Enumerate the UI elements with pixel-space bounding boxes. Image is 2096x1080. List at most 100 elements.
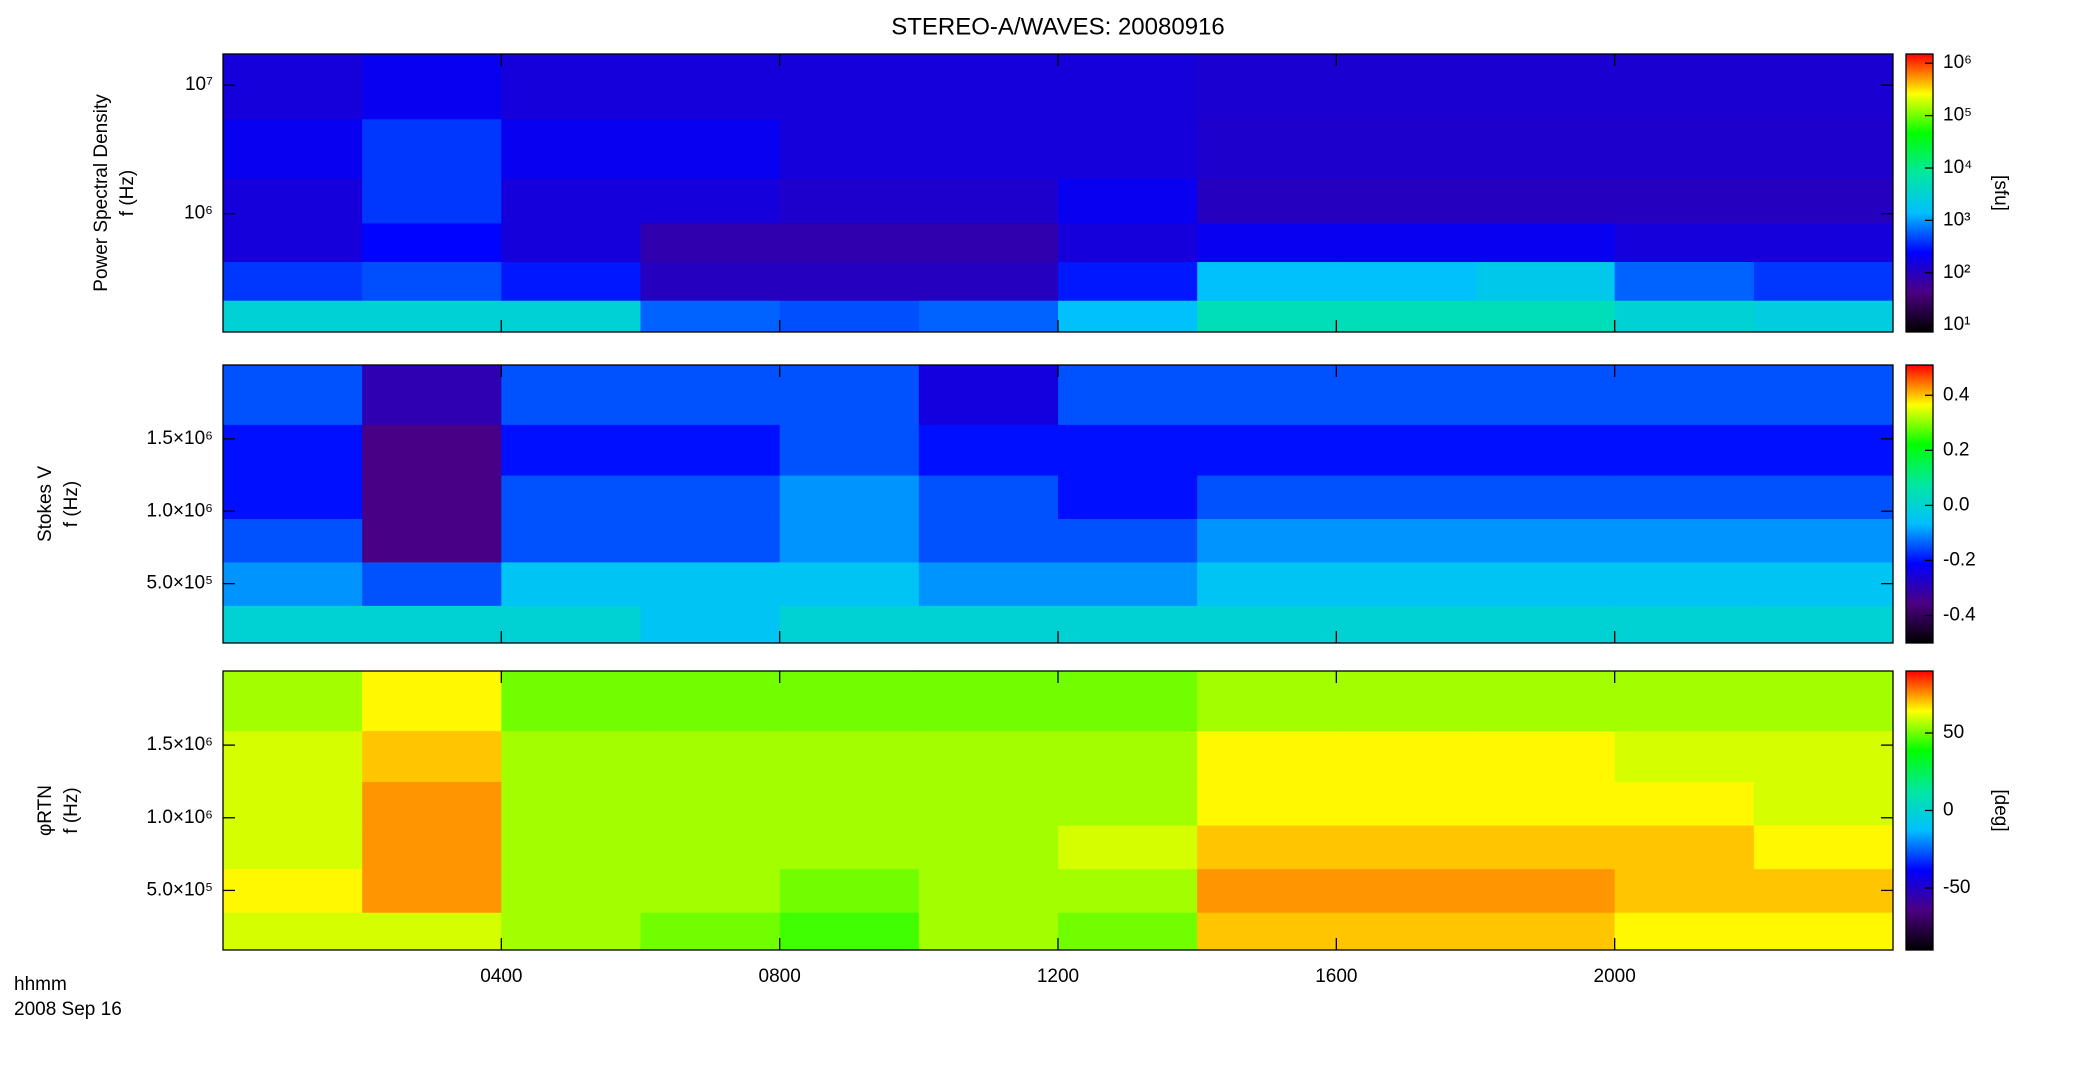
- heatmap-cell: [1336, 730, 1476, 782]
- heatmap-cell: [223, 605, 363, 644]
- colorbar: [1905, 364, 1934, 644]
- heatmap-cell: [1753, 605, 1894, 644]
- heatmap-cell: [1058, 518, 1198, 563]
- y-axis-label: Stokes V: [35, 466, 56, 542]
- colorbar-tick-label: 0.4: [1943, 384, 1970, 405]
- heatmap-cell: [1336, 177, 1476, 224]
- heatmap-cell: [640, 365, 781, 425]
- heatmap-cell: [1336, 605, 1476, 644]
- heatmap-cell: [1336, 518, 1476, 563]
- heatmap-cell: [918, 54, 1059, 120]
- y-tick-label: 1.5×10⁶: [147, 734, 213, 755]
- heatmap-cell: [1336, 222, 1476, 263]
- heatmap-cell: [1336, 475, 1476, 519]
- heatmap-cell: [501, 261, 641, 301]
- heatmap-cell: [1753, 561, 1894, 606]
- date-label: 2008 Sep 16: [14, 999, 122, 1020]
- heatmap-cell: [640, 261, 781, 301]
- colorbar-label: [deg]: [1990, 789, 2011, 831]
- heatmap-cell: [918, 561, 1059, 606]
- heatmap-cell: [1614, 300, 1755, 333]
- heatmap-cell: [1336, 671, 1476, 732]
- heatmap-cell: [1058, 912, 1198, 951]
- heatmap-cell: [1058, 475, 1198, 519]
- heatmap-cell: [1614, 730, 1755, 782]
- heatmap-cell: [1753, 475, 1894, 519]
- heatmap-cell: [779, 54, 920, 120]
- heatmap-cell: [223, 730, 363, 782]
- heatmap-cell: [1475, 261, 1616, 301]
- heatmap-cell: [1614, 561, 1755, 606]
- y-tick-label: 5.0×10⁵: [146, 879, 213, 900]
- heatmap-cell: [362, 365, 502, 425]
- y-axis-label: Power Spectral Density: [91, 94, 112, 292]
- heatmap-cell: [1753, 222, 1894, 263]
- heatmap-cell: [1753, 54, 1894, 120]
- heatmap-cell: [223, 561, 363, 606]
- heatmap-cell: [1336, 781, 1476, 826]
- heatmap-cell: [1058, 261, 1198, 301]
- heatmap-cell: [1475, 868, 1616, 913]
- heatmap-cell: [640, 561, 781, 606]
- colorbar-tick-label: 10³: [1943, 209, 1970, 230]
- colorbar-tick-label: -0.4: [1943, 604, 1976, 625]
- heatmap-cell: [640, 222, 781, 263]
- colorbar-label: [sfu]: [1990, 175, 2011, 211]
- heatmap-cell: [1058, 54, 1198, 120]
- heatmap-cell: [1336, 424, 1476, 476]
- heatmap-cell: [1753, 177, 1894, 224]
- heatmap-cell: [779, 475, 920, 519]
- y-tick-label: 10⁷: [185, 74, 213, 95]
- heatmap-cell: [362, 605, 502, 644]
- heatmap-cell: [1475, 475, 1616, 519]
- x-tick-label: 2000: [1594, 966, 1636, 987]
- heatmap-cell: [1475, 518, 1616, 563]
- time-label: hhmm: [14, 974, 67, 995]
- heatmap-cell: [640, 912, 781, 951]
- y-axis-label: f (Hz): [61, 787, 82, 833]
- heatmap-cell: [1614, 605, 1755, 644]
- heatmap-cell: [1058, 118, 1198, 179]
- heatmap-cell: [362, 518, 502, 563]
- heatmap-cell: [1753, 868, 1894, 913]
- colorbar-tick-label: 0: [1943, 800, 1954, 821]
- heatmap-cell: [779, 868, 920, 913]
- colorbar: [1905, 53, 1934, 333]
- heatmap-cell: [1475, 222, 1616, 263]
- heatmap-cell: [779, 825, 920, 870]
- heatmap-cell: [1336, 261, 1476, 301]
- heatmap-cell: [918, 605, 1059, 644]
- heatmap-cell: [1197, 475, 1337, 519]
- colorbar-tick-label: 0.0: [1943, 494, 1969, 515]
- heatmap-cell: [223, 424, 363, 476]
- heatmap-cell: [362, 671, 502, 732]
- heatmap-cell: [1614, 424, 1755, 476]
- heatmap-cell: [1336, 912, 1476, 951]
- heatmap-cell: [1336, 118, 1476, 179]
- heatmap-cell: [1336, 300, 1476, 333]
- heatmap-cell: [918, 781, 1059, 826]
- heatmap-cell: [918, 300, 1059, 333]
- heatmap-cell: [501, 118, 641, 179]
- heatmap-cell: [1336, 868, 1476, 913]
- heatmap-cell: [918, 730, 1059, 782]
- heatmap-cell: [640, 671, 781, 732]
- heatmap-cell: [1614, 518, 1755, 563]
- heatmap-cell: [1058, 177, 1198, 224]
- heatmap-cell: [1197, 54, 1337, 120]
- heatmap-cell: [779, 365, 920, 425]
- heatmap-cell: [1475, 177, 1616, 224]
- heatmap-cell: [1753, 518, 1894, 563]
- x-tick-label: 1200: [1037, 966, 1079, 987]
- heatmap-cell: [640, 781, 781, 826]
- heatmap-cell: [1336, 561, 1476, 606]
- heatmap-cell: [1753, 118, 1894, 179]
- heatmap-cell: [1336, 365, 1476, 425]
- heatmap-cell: [362, 118, 502, 179]
- heatmap-cell: [1614, 54, 1755, 120]
- heatmap-cell: [1197, 300, 1337, 333]
- y-tick-label: 5.0×10⁵: [146, 573, 213, 594]
- heatmap-cell: [640, 300, 781, 333]
- y-tick-label: 1.0×10⁶: [147, 807, 213, 828]
